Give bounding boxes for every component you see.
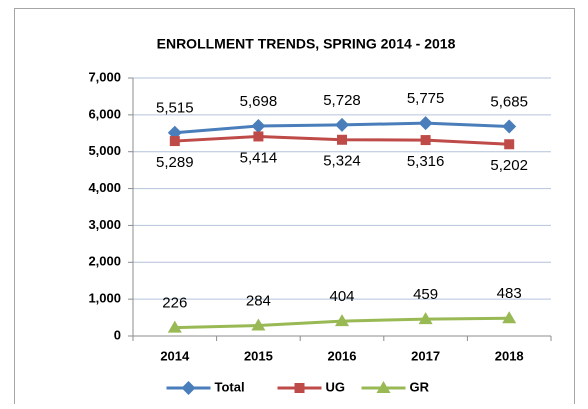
x-tick-label: 2015 bbox=[244, 348, 273, 363]
y-tick-label: 1,000 bbox=[88, 291, 121, 306]
point-marker bbox=[335, 117, 349, 132]
data-label: 5,728 bbox=[323, 92, 361, 109]
point-marker bbox=[251, 318, 266, 331]
point-marker bbox=[167, 320, 182, 333]
x-tick-label: 2018 bbox=[495, 348, 524, 363]
point-marker bbox=[337, 134, 347, 145]
data-label: 5,414 bbox=[240, 149, 278, 166]
legend-marker bbox=[181, 381, 196, 395]
legend-label: Total bbox=[215, 379, 245, 394]
legend-label: UG bbox=[326, 379, 346, 394]
data-label: 5,316 bbox=[407, 153, 445, 170]
point-marker bbox=[502, 311, 517, 324]
data-label: 5,698 bbox=[240, 93, 278, 110]
y-tick-label: 4,000 bbox=[88, 180, 121, 195]
y-tick-label: 3,000 bbox=[88, 217, 121, 232]
point-marker bbox=[420, 135, 431, 146]
data-label: 226 bbox=[162, 295, 187, 312]
data-label: 5,289 bbox=[156, 154, 194, 171]
data-label: 5,202 bbox=[490, 157, 528, 174]
point-marker bbox=[253, 131, 264, 142]
data-label: 459 bbox=[413, 286, 438, 303]
point-marker bbox=[335, 314, 349, 327]
point-marker bbox=[502, 119, 517, 134]
point-marker bbox=[418, 116, 433, 131]
x-tick-label: 2016 bbox=[328, 348, 357, 363]
y-tick-label: 5,000 bbox=[88, 143, 121, 158]
y-tick-label: 6,000 bbox=[88, 106, 121, 121]
data-label: 5,515 bbox=[156, 100, 194, 117]
data-label: 5,685 bbox=[490, 93, 528, 110]
x-tick-label: 2014 bbox=[160, 348, 190, 363]
x-tick-label: 2017 bbox=[411, 348, 440, 363]
y-tick-label: 2,000 bbox=[88, 254, 121, 269]
point-marker bbox=[504, 139, 515, 150]
data-label: 5,775 bbox=[407, 90, 445, 107]
chart-title: ENROLLMENT TRENDS, SPRING 2014 - 2018 bbox=[157, 36, 456, 52]
data-label: 483 bbox=[497, 285, 522, 302]
data-label: 404 bbox=[329, 288, 354, 305]
legend-marker bbox=[294, 383, 305, 393]
chart-border bbox=[14, 8, 575, 409]
point-marker bbox=[418, 312, 433, 325]
data-label: 284 bbox=[246, 293, 271, 310]
point-marker bbox=[169, 136, 180, 147]
y-tick-label: 7,000 bbox=[88, 69, 121, 84]
legend-label: GR bbox=[410, 379, 430, 394]
data-label: 5,324 bbox=[323, 153, 361, 170]
legend-marker bbox=[376, 381, 391, 393]
point-marker bbox=[251, 118, 266, 133]
y-tick-label: 0 bbox=[114, 327, 121, 342]
